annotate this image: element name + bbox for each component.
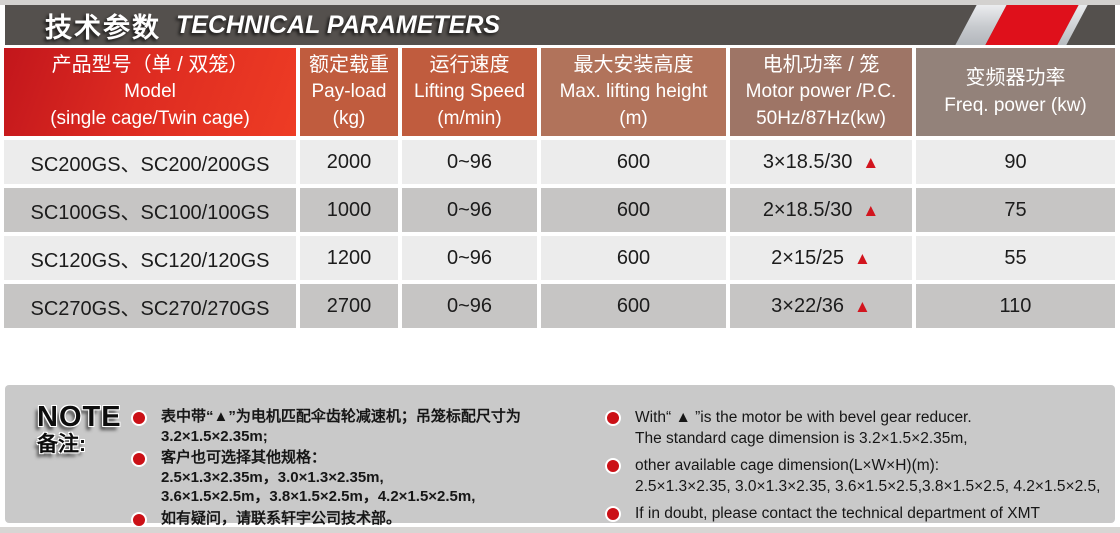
note-text-zh: 如有疑问，请联系轩宇公司技术部。 bbox=[161, 509, 402, 527]
table-row: SC200GS、SC200/200GS 2000 0~96 600 3×18.5… bbox=[4, 140, 1115, 184]
cell-model: SC100GS、SC100/100GS bbox=[4, 188, 296, 232]
note-item: 客户也可选择其他规格： 2.5×1.3×2.35m，3.0×1.3×2.35m,… bbox=[131, 448, 571, 507]
page-title-en: TECHNICAL PARAMETERS bbox=[176, 10, 501, 39]
note-label-en: NOTE bbox=[37, 401, 122, 433]
note-text-zh: 表中带“▲”为电机匹配伞齿轮减速机；吊笼标配尺寸为 3.2×1.5×2.35m; bbox=[161, 408, 521, 445]
cell-model: SC270GS、SC270/270GS bbox=[4, 284, 296, 328]
bullet-icon bbox=[605, 505, 621, 522]
col-header-model-en: Model bbox=[124, 81, 176, 103]
bullet-icon bbox=[605, 410, 621, 426]
note-item: other available cage dimension(L×W×H)(m)… bbox=[605, 455, 1110, 498]
cell-freq: 90 bbox=[916, 140, 1115, 184]
cell-speed: 0~96 bbox=[402, 284, 537, 328]
motor-value: 2×18.5/30 bbox=[762, 198, 853, 221]
note-text-zh: 客户也可选择其他规格： 2.5×1.3×2.35m，3.0×1.3×2.35m,… bbox=[161, 449, 476, 505]
note-item: 如有疑问，请联系轩宇公司技术部。 bbox=[131, 509, 571, 529]
col-header-motor-en: Motor power /P.C. bbox=[745, 81, 897, 103]
col-header-height-en: Max. lifting height bbox=[559, 81, 708, 103]
table-header-row: 产品型号（单 / 双笼） Model (single cage/Twin cag… bbox=[4, 48, 1115, 136]
table-row: SC120GS、SC120/120GS 1200 0~96 600 2×15/2… bbox=[4, 236, 1115, 280]
col-header-speed-zh: 运行速度 bbox=[429, 53, 510, 76]
bullet-icon bbox=[131, 511, 147, 528]
triangle-icon: ▲ bbox=[862, 152, 880, 172]
col-header-height-zh: 最大安装高度 bbox=[573, 53, 694, 76]
col-header-motor-sub: 50Hz/87Hz(kw) bbox=[756, 108, 886, 130]
col-header-freq-zh: 变频器功率 bbox=[965, 67, 1066, 90]
col-header-speed-sub: (m/min) bbox=[437, 108, 502, 130]
table-row: SC270GS、SC270/270GS 2700 0~96 600 3×22/3… bbox=[4, 284, 1115, 328]
cell-height: 600 bbox=[541, 188, 726, 232]
motor-value: 3×18.5/30 bbox=[762, 150, 853, 173]
cell-freq: 55 bbox=[916, 236, 1115, 280]
cell-freq: 75 bbox=[916, 188, 1115, 232]
cell-height: 600 bbox=[541, 284, 726, 328]
cell-motor: 3×22/36 ▲ bbox=[730, 284, 912, 328]
cell-motor: 3×18.5/30 ▲ bbox=[730, 140, 912, 184]
table-row: SC100GS、SC100/100GS 1000 0~96 600 2×18.5… bbox=[4, 188, 1115, 232]
cell-payload: 1200 bbox=[300, 236, 398, 280]
col-header-payload-zh: 额定载重 bbox=[309, 53, 389, 76]
cell-motor: 2×18.5/30 ▲ bbox=[730, 188, 912, 232]
col-header-model-zh: 产品型号（单 / 双笼） bbox=[51, 53, 249, 76]
cell-motor: 2×15/25 ▲ bbox=[730, 236, 912, 280]
cell-payload: 1000 bbox=[300, 188, 398, 232]
notes-chinese-column: 表中带“▲”为电机匹配伞齿轮减速机；吊笼标配尺寸为 3.2×1.5×2.35m;… bbox=[131, 407, 571, 530]
note-label: NOTE 备注: bbox=[37, 402, 122, 456]
col-header-freq-en: Freq. power (kw) bbox=[944, 94, 1087, 116]
cell-speed: 0~96 bbox=[402, 140, 537, 184]
page-title: 技术参数 TECHNICAL PARAMETERS bbox=[45, 5, 500, 45]
col-header-height: 最大安装高度 Max. lifting height (m) bbox=[541, 48, 726, 136]
cell-speed: 0~96 bbox=[402, 236, 537, 280]
cell-payload: 2700 bbox=[300, 284, 398, 328]
cell-payload: 2000 bbox=[300, 140, 398, 184]
col-header-freq: 变频器功率 Freq. power (kw) bbox=[916, 48, 1115, 136]
col-header-model-sub: (single cage/Twin cage) bbox=[50, 108, 250, 130]
triangle-icon: ▲ bbox=[854, 248, 871, 268]
cell-model: SC120GS、SC120/120GS bbox=[4, 236, 296, 280]
page-title-zh: 技术参数 bbox=[45, 12, 161, 43]
page-bottom-edge bbox=[0, 527, 1120, 533]
col-header-model: 产品型号（单 / 双笼） Model (single cage/Twin cag… bbox=[4, 48, 296, 136]
cell-height: 600 bbox=[541, 236, 726, 280]
motor-value: 2×15/25 bbox=[771, 246, 845, 269]
note-text-en: If in doubt, please contact the technica… bbox=[635, 504, 1040, 522]
note-item: If in doubt, please contact the technica… bbox=[605, 503, 1110, 524]
technical-parameters-table: 产品型号（单 / 双笼） Model (single cage/Twin cag… bbox=[0, 44, 1119, 332]
bullet-icon bbox=[131, 410, 147, 426]
cell-freq: 110 bbox=[916, 284, 1115, 328]
cell-model: SC200GS、SC200/200GS bbox=[4, 140, 296, 184]
col-header-payload-en: Pay-load bbox=[311, 81, 387, 103]
col-header-motor: 电机功率 / 笼 Motor power /P.C. 50Hz/87Hz(kw) bbox=[730, 48, 912, 136]
col-header-motor-zh: 电机功率 / 笼 bbox=[762, 53, 880, 76]
note-text-en: With“ ▲ ”is the motor be with bevel gear… bbox=[635, 409, 972, 448]
triangle-icon: ▲ bbox=[862, 200, 880, 220]
col-header-speed: 运行速度 Lifting Speed (m/min) bbox=[402, 48, 537, 136]
title-bar: 技术参数 TECHNICAL PARAMETERS bbox=[5, 5, 1115, 45]
page-top-edge bbox=[0, 0, 1120, 5]
note-item: With“ ▲ ”is the motor be with bevel gear… bbox=[605, 407, 1110, 450]
cell-speed: 0~96 bbox=[402, 188, 537, 232]
note-text-en: other available cage dimension(L×W×H)(m)… bbox=[635, 456, 1101, 496]
motor-value: 3×22/36 bbox=[771, 294, 845, 317]
col-header-height-sub: (m) bbox=[619, 108, 648, 130]
bullet-icon bbox=[131, 451, 147, 467]
col-header-payload: 额定载重 Pay-load (kg) bbox=[300, 48, 398, 136]
col-header-speed-en: Lifting Speed bbox=[414, 81, 525, 103]
triangle-icon: ▲ bbox=[854, 296, 871, 316]
col-header-payload-sub: (kg) bbox=[332, 108, 366, 130]
notes-english-column: With“ ▲ ”is the motor be with bevel gear… bbox=[605, 407, 1110, 529]
bullet-icon bbox=[605, 457, 621, 474]
cell-height: 600 bbox=[541, 140, 726, 184]
note-item: 表中带“▲”为电机匹配伞齿轮减速机；吊笼标配尺寸为 3.2×1.5×2.35m; bbox=[131, 407, 571, 446]
note-box: NOTE 备注: 表中带“▲”为电机匹配伞齿轮减速机；吊笼标配尺寸为 3.2×1… bbox=[5, 385, 1115, 528]
note-label-zh: 备注: bbox=[37, 433, 86, 457]
